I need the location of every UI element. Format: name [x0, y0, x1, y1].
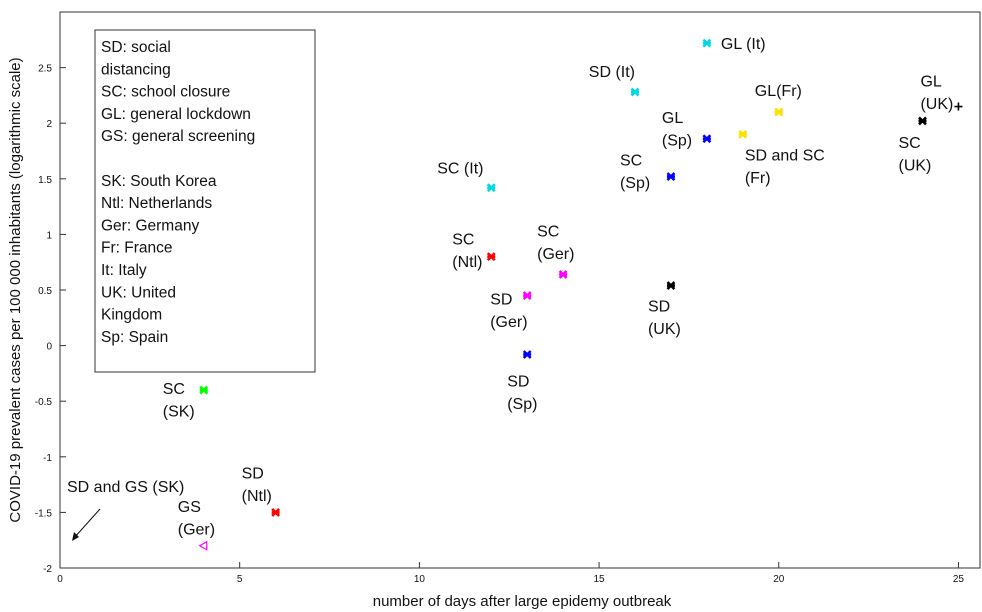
- legend-text: Sp: Spain: [101, 329, 168, 346]
- point: [702, 38, 712, 48]
- point-label: SD and SC: [745, 147, 825, 164]
- legend-text: GS: general screening: [101, 128, 255, 145]
- point-label: (Ger): [490, 314, 527, 331]
- point: [738, 129, 748, 139]
- legend-text: Kingdom: [101, 307, 162, 324]
- y-axis-label: COVID-19 prevalent cases per 100 000 inh…: [7, 57, 24, 522]
- legend-text: GL: general lockdown: [101, 106, 251, 123]
- point-label: SD: [490, 292, 512, 309]
- point: [630, 87, 640, 97]
- legend-text: SC: school closure: [101, 84, 230, 101]
- point-label: SD (It): [589, 64, 635, 81]
- point-label: GL(Fr): [755, 83, 802, 100]
- x-tick-label: 5: [237, 574, 243, 585]
- y-tick-label: 1: [46, 230, 52, 241]
- y-tick-label: -2: [43, 564, 52, 575]
- point-label: (Ger): [178, 521, 215, 538]
- point-label: (Ntl): [452, 254, 482, 271]
- legend-text: Ntl: Netherlands: [101, 195, 212, 212]
- point: [774, 107, 784, 117]
- legend-box: [94, 29, 316, 373]
- point-label: SD: [242, 465, 264, 482]
- point-label: (UK): [920, 96, 953, 113]
- point: [198, 540, 208, 551]
- arrow: [73, 508, 101, 539]
- point: [918, 116, 927, 126]
- y-tick-label: -1.5: [35, 508, 53, 519]
- point: [666, 172, 676, 181]
- point: [486, 252, 496, 262]
- point-label: (Fr): [745, 170, 771, 187]
- point-label: SD: [648, 299, 670, 316]
- x-tick-label: 20: [773, 574, 785, 585]
- point-label: SC: [899, 135, 921, 152]
- point-label: GL: [662, 110, 683, 127]
- point-label: (Ger): [537, 246, 574, 263]
- point-label: SC (It): [437, 161, 483, 178]
- point: [271, 507, 281, 517]
- point: [199, 385, 209, 395]
- y-tick-label: 0: [46, 342, 52, 353]
- legend-text: Fr: France: [101, 240, 172, 257]
- point: [702, 134, 712, 144]
- y-tick-label: 0.5: [38, 286, 52, 297]
- annotation: SD and GS (SK): [67, 479, 184, 496]
- point-label: GL (It): [721, 36, 766, 53]
- y-tick-label: 2.5: [38, 64, 52, 75]
- point-label: GL: [920, 74, 941, 91]
- point-label: SD: [507, 373, 529, 390]
- point: [522, 350, 532, 359]
- point: [522, 291, 532, 300]
- point: [486, 183, 496, 193]
- legend-text: It: Italy: [101, 262, 147, 279]
- y-tick-label: 2: [46, 119, 52, 130]
- legend-text: Ger: Germany: [101, 217, 199, 234]
- x-tick-label: 0: [57, 574, 63, 585]
- y-tick-label: 1.5: [38, 175, 52, 186]
- y-tick-label: -1: [43, 453, 52, 464]
- x-tick-label: 10: [414, 574, 426, 585]
- legend-text: SK: South Korea: [101, 173, 217, 190]
- point-label: (UK): [648, 321, 681, 338]
- point-label: SC: [537, 223, 559, 240]
- point-label: SC: [620, 153, 642, 170]
- point-label: (Ntl): [242, 488, 272, 505]
- point-label: (Sp): [662, 132, 692, 149]
- x-tick-label: 25: [953, 574, 965, 585]
- point: [666, 281, 676, 290]
- point-label: (SK): [163, 404, 195, 421]
- point-label: (Sp): [620, 175, 650, 192]
- legend-text: UK: United: [101, 284, 176, 301]
- point: [558, 270, 568, 279]
- arrow-head: [72, 532, 79, 541]
- point-label: (Sp): [507, 396, 537, 413]
- point-label: SC: [452, 232, 474, 249]
- legend-text: distancing: [101, 61, 171, 78]
- point-label: GS: [178, 499, 201, 516]
- x-tick-label: 15: [594, 574, 606, 585]
- x-axis-label: number of days after large epidemy outbr…: [373, 593, 672, 610]
- point: [954, 102, 963, 111]
- legend-text: SD: social: [101, 39, 171, 56]
- point-label: SC: [163, 381, 185, 398]
- y-tick-label: -0.5: [35, 397, 53, 408]
- point-label: (UK): [899, 157, 932, 174]
